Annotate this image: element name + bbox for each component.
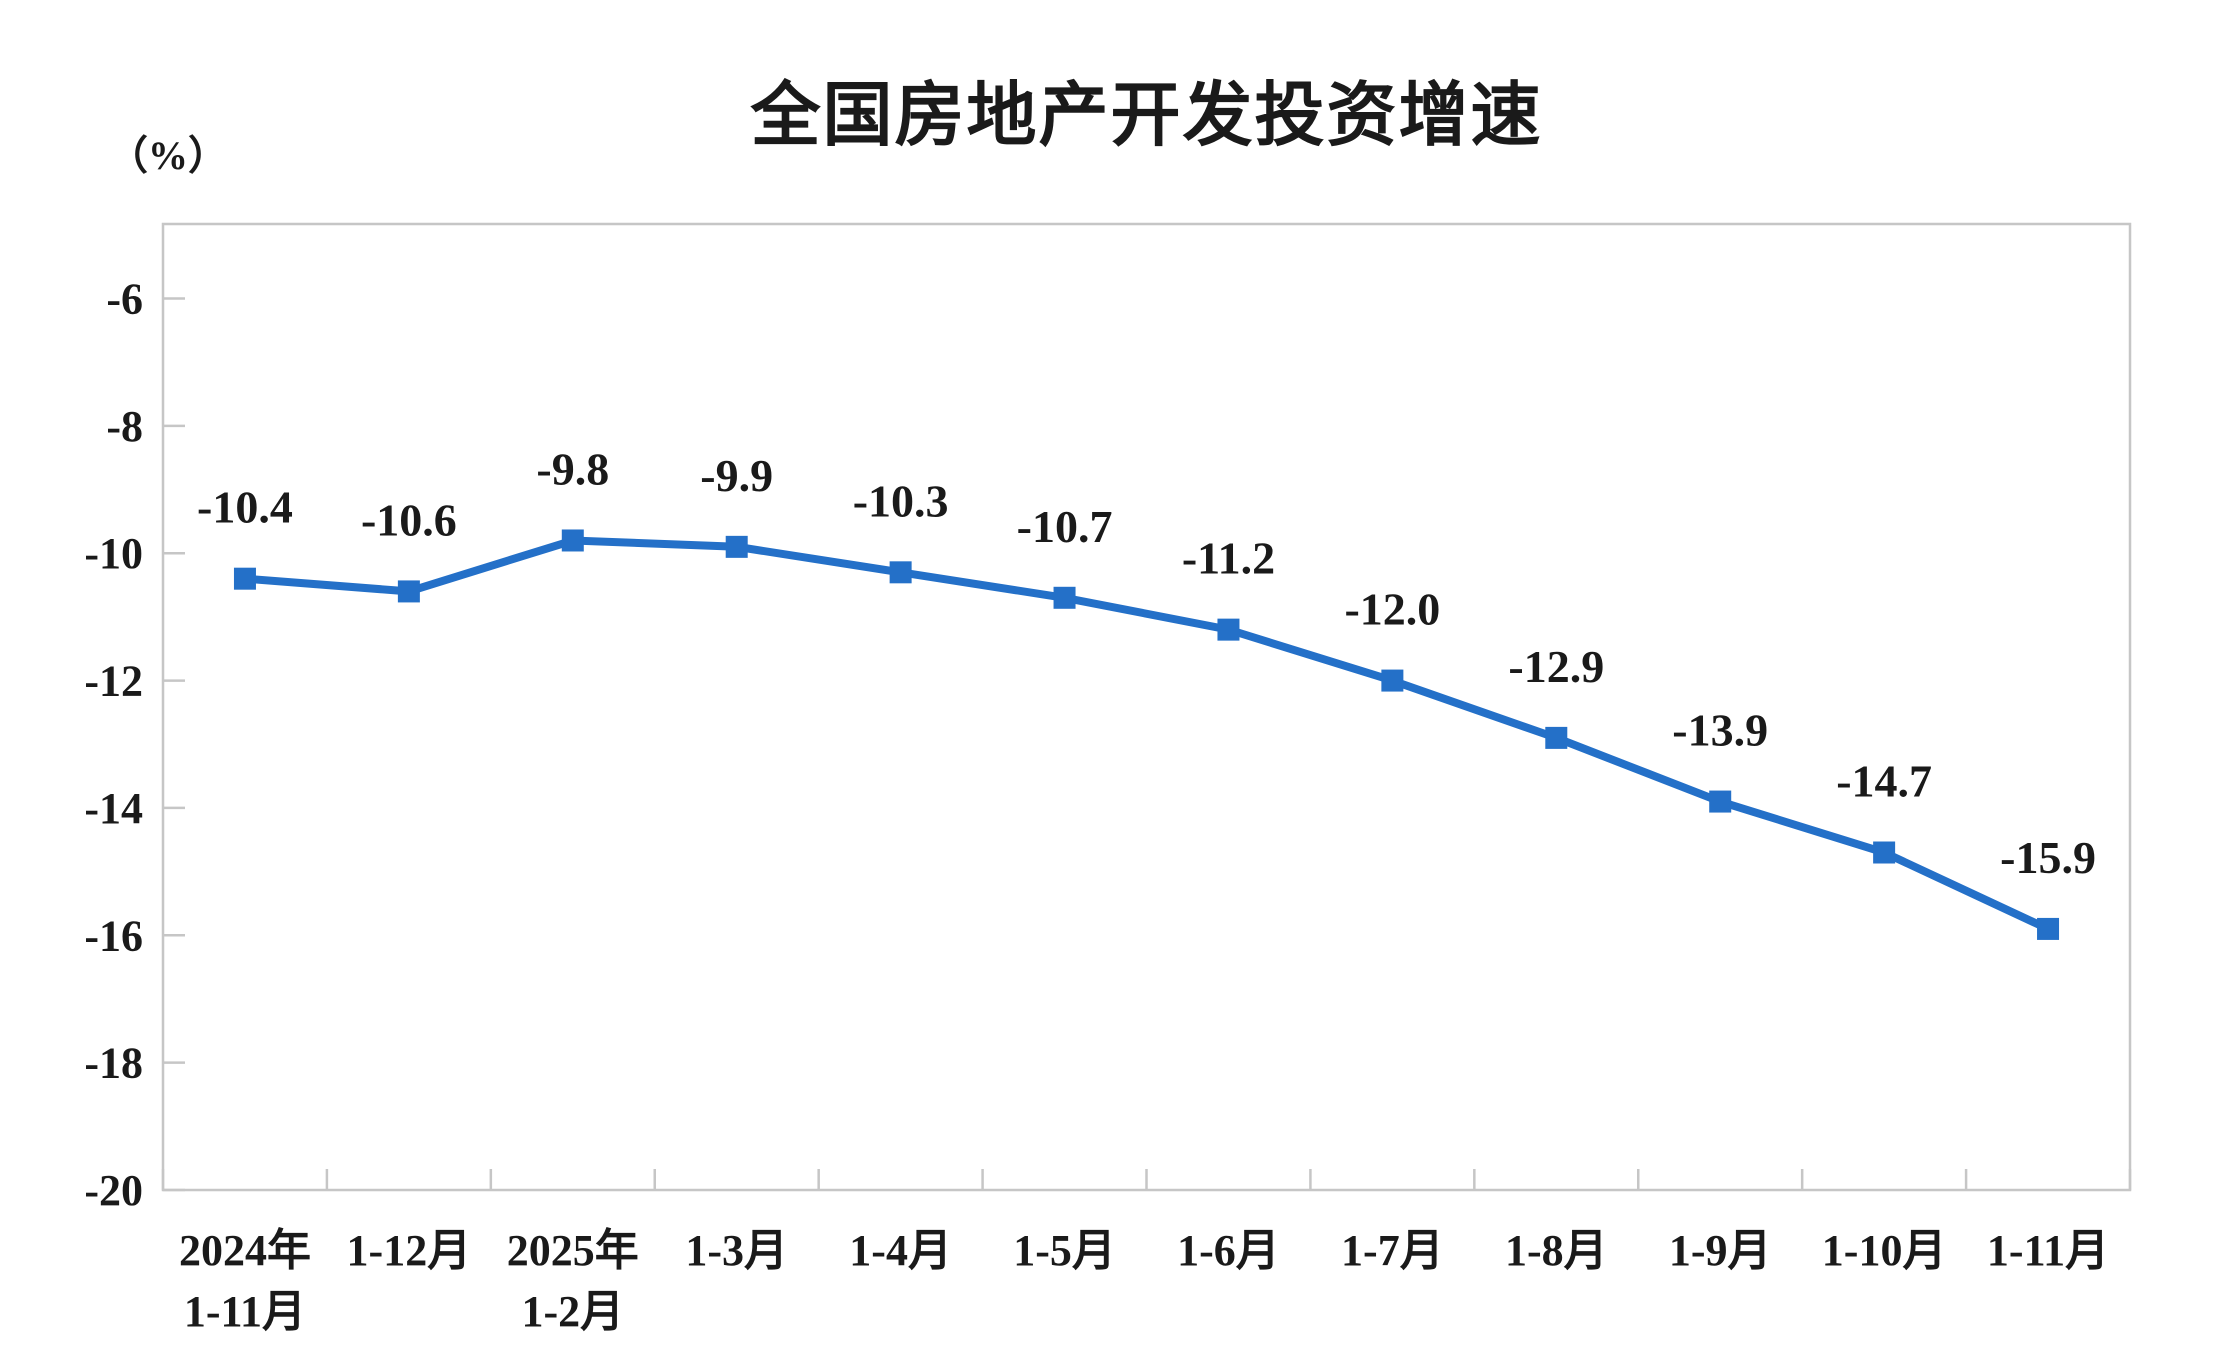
data-label: -9.8 <box>536 443 609 494</box>
data-label: -15.9 <box>2000 832 2096 883</box>
data-point-marker <box>889 561 912 584</box>
x-axis-label: 1-6月 <box>1177 1226 1280 1275</box>
data-point-marker <box>1709 790 1732 813</box>
data-label: -13.9 <box>1672 705 1768 756</box>
data-label: -11.2 <box>1182 533 1275 584</box>
y-axis-tick-label: -12 <box>84 657 143 706</box>
data-label: -10.7 <box>1017 501 1113 552</box>
chart-title: 全国房地产开发投资增速 <box>750 76 1543 154</box>
series-line <box>241 536 2052 933</box>
x-axis-label: 1-2月 <box>521 1287 624 1336</box>
data-label: -10.4 <box>197 482 293 533</box>
data-point-marker <box>1545 726 1568 749</box>
x-axis-label: 2024年 <box>179 1226 311 1275</box>
x-axis-label: 1-11月 <box>1987 1226 2109 1275</box>
y-axis-unit-label: （%） <box>108 133 228 178</box>
data-point-marker <box>233 567 256 590</box>
x-axis-label: 1-5月 <box>1013 1226 1116 1275</box>
x-axis-label: 1-8月 <box>1505 1226 1608 1275</box>
data-label: -10.3 <box>853 475 949 526</box>
x-axis-label: 1-4月 <box>849 1226 952 1275</box>
data-label: -14.7 <box>1836 756 1932 807</box>
x-axis-label: 1-11月 <box>184 1287 306 1336</box>
y-axis-tick-label: -14 <box>84 784 143 833</box>
y-axis-tick-label: -10 <box>84 529 143 578</box>
y-axis-tick-label: -8 <box>106 402 143 451</box>
x-axis-label: 1-7月 <box>1341 1226 1444 1275</box>
data-label: -12.0 <box>1344 584 1440 635</box>
x-axis-label: 1-3月 <box>685 1226 788 1275</box>
data-point-marker <box>2037 917 2060 940</box>
y-axis-tick-label: -6 <box>106 275 143 324</box>
data-point-marker <box>561 529 584 552</box>
data-point-marker <box>397 580 420 603</box>
data-label: -12.9 <box>1508 641 1604 692</box>
y-axis-tick-label: -20 <box>84 1166 143 1215</box>
data-label: -10.6 <box>361 494 457 545</box>
x-axis-label: 2025年 <box>507 1226 639 1275</box>
plot-border <box>161 222 2132 1192</box>
x-axis-label: 1-9月 <box>1669 1226 1772 1275</box>
data-point-marker <box>1873 841 1896 864</box>
x-axis-label: 1-10月 <box>1822 1226 1947 1275</box>
data-point-marker <box>1053 586 1076 609</box>
data-point-marker <box>1381 669 1404 692</box>
y-axis-tick-label: -18 <box>84 1039 143 1088</box>
data-label: -9.9 <box>700 450 773 501</box>
x-axis-label: 1-12月 <box>347 1226 472 1275</box>
data-point-marker <box>1217 618 1240 641</box>
y-axis-tick-label: -16 <box>84 911 143 960</box>
data-point-marker <box>725 535 748 558</box>
